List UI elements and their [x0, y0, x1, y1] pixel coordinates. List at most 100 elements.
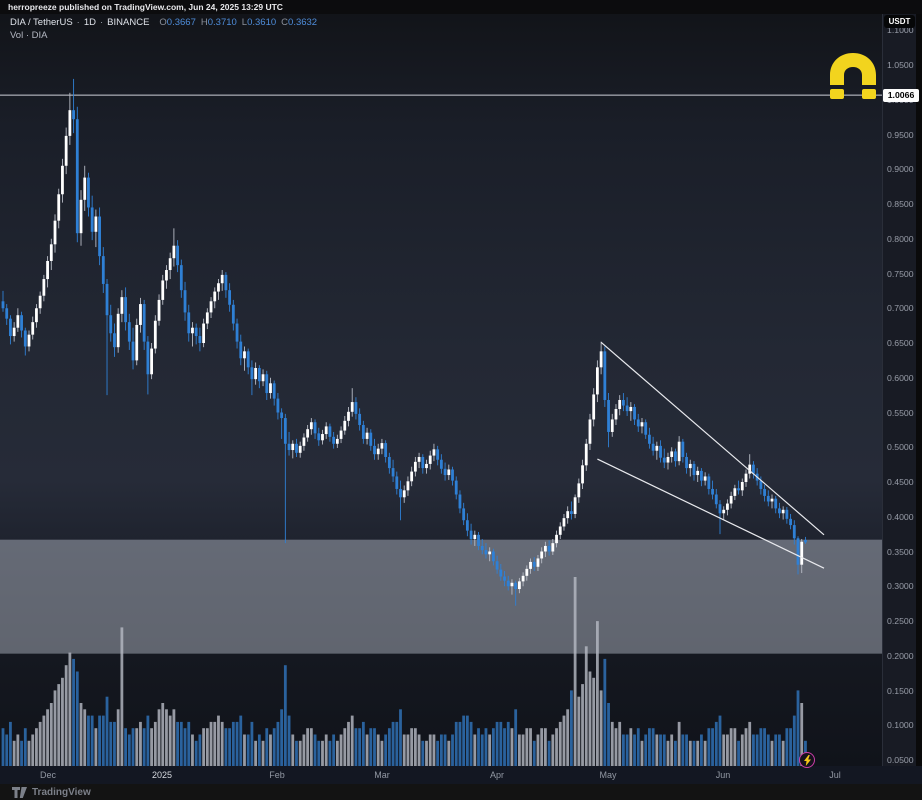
price-axis[interactable]: 1.10001.05001.00000.95000.90000.85000.80…: [882, 0, 922, 784]
tradingview-brand-text[interactable]: TradingView: [32, 786, 91, 798]
volume-bar: [543, 728, 547, 766]
candle-body: [703, 476, 707, 481]
candle-body: [540, 551, 544, 559]
candle-body: [124, 297, 127, 323]
volume-bar: [27, 740, 31, 766]
volume-bar: [343, 728, 347, 766]
volume-bar: [254, 740, 258, 766]
candle-body: [558, 526, 562, 535]
volume-bar: [101, 715, 105, 766]
volume-bar: [72, 658, 75, 766]
time-axis-label: Apr: [489, 770, 505, 780]
volume-bar: [317, 740, 321, 766]
volume-bar: [592, 677, 596, 766]
volume-bar: [194, 740, 198, 766]
candle-body: [436, 449, 440, 460]
candle-body: [239, 341, 243, 359]
volume-bar: [261, 740, 265, 766]
volume-bar: [610, 721, 614, 766]
volume-bar: [135, 728, 139, 766]
price-axis-label: 0.8500: [887, 199, 914, 209]
volume-legend[interactable]: Vol · DIA: [10, 30, 48, 41]
symbol-legend[interactable]: DIA / TetherUS · 1D · BINANCE O0.3667 H0…: [10, 17, 317, 28]
candle-body: [75, 119, 79, 234]
volume-bar: [153, 721, 157, 766]
support-zone[interactable]: [0, 539, 882, 654]
volume-bar: [321, 740, 324, 766]
symbol-name[interactable]: DIA / TetherUS: [10, 17, 73, 28]
candle-body: [718, 504, 722, 514]
candle-body: [413, 461, 417, 472]
price-axis-label: 0.4000: [887, 511, 914, 522]
high-value: 0.3710: [207, 17, 237, 28]
volume-bar: [425, 740, 428, 766]
candle-body: [785, 509, 789, 519]
price-axis-panel[interactable]: [882, 14, 916, 784]
candle-body: [94, 216, 98, 232]
volume-bar: [480, 734, 484, 766]
volume-bar: [573, 577, 577, 766]
candle-body: [291, 443, 295, 451]
volume-bar: [358, 728, 362, 766]
volume-bar: [633, 734, 636, 766]
candle-body: [157, 299, 161, 321]
candle-body: [369, 432, 373, 446]
volume-bar: [209, 721, 213, 766]
candle-body: [265, 374, 269, 394]
time-axis-label: Jul: [829, 770, 841, 780]
candle-body: [599, 351, 603, 368]
candle-body: [681, 441, 685, 457]
volume-bar: [165, 709, 168, 766]
volume-bar: [569, 690, 573, 766]
volume-bar: [23, 728, 27, 766]
volume-bar: [547, 740, 551, 766]
wedge-trendline[interactable]: [600, 341, 825, 536]
marked-price-text: 1.0066: [887, 89, 915, 100]
time-axis[interactable]: Dec 2025 Feb Mar Apr May Jun Jul: [0, 766, 922, 784]
candle-body: [473, 534, 477, 539]
candle-body: [12, 327, 16, 337]
volume-bar: [465, 715, 469, 766]
candle-body: [532, 561, 536, 567]
candle-body: [726, 503, 729, 510]
price-axis-label: 0.6500: [887, 338, 914, 348]
volume-bar: [361, 721, 365, 766]
candle-body: [402, 490, 406, 498]
candle-body: [306, 429, 310, 438]
candle-body: [688, 463, 692, 469]
candle-body: [406, 481, 410, 491]
candle-body: [276, 398, 280, 413]
time-axis-label: Mar: [374, 770, 390, 780]
wedge-trendline[interactable]: [597, 458, 825, 569]
volume-bar: [413, 728, 417, 766]
candle-body: [480, 545, 484, 551]
volume-bar: [778, 734, 781, 766]
volume-bar: [239, 715, 243, 766]
price-axis-label: 0.1000: [887, 720, 914, 731]
candle-body: [469, 530, 473, 539]
candle-body: [339, 430, 343, 439]
candle-body: [183, 290, 187, 313]
volume-bar: [339, 734, 343, 766]
volume-bar: [629, 728, 633, 766]
flash-marker-badge[interactable]: [799, 752, 816, 768]
volume-bar: [688, 740, 692, 766]
candle-body: [79, 199, 83, 234]
volume-bar: [766, 734, 770, 766]
volume-bar: [309, 728, 313, 766]
volume-bar: [718, 715, 722, 766]
candle-body: [543, 545, 547, 552]
volume-bar: [796, 690, 800, 766]
candle-body: [98, 216, 101, 257]
close-label: C: [281, 17, 289, 28]
candle-body: [737, 488, 740, 491]
volume-bar: [584, 646, 588, 766]
volume-bar: [729, 728, 733, 766]
interval-label[interactable]: 1D: [83, 17, 96, 28]
volume-bar: [365, 734, 369, 766]
candle-body: [146, 341, 150, 375]
volume-bar: [488, 734, 492, 766]
candle-body: [447, 469, 451, 476]
candle-body: [46, 260, 49, 280]
